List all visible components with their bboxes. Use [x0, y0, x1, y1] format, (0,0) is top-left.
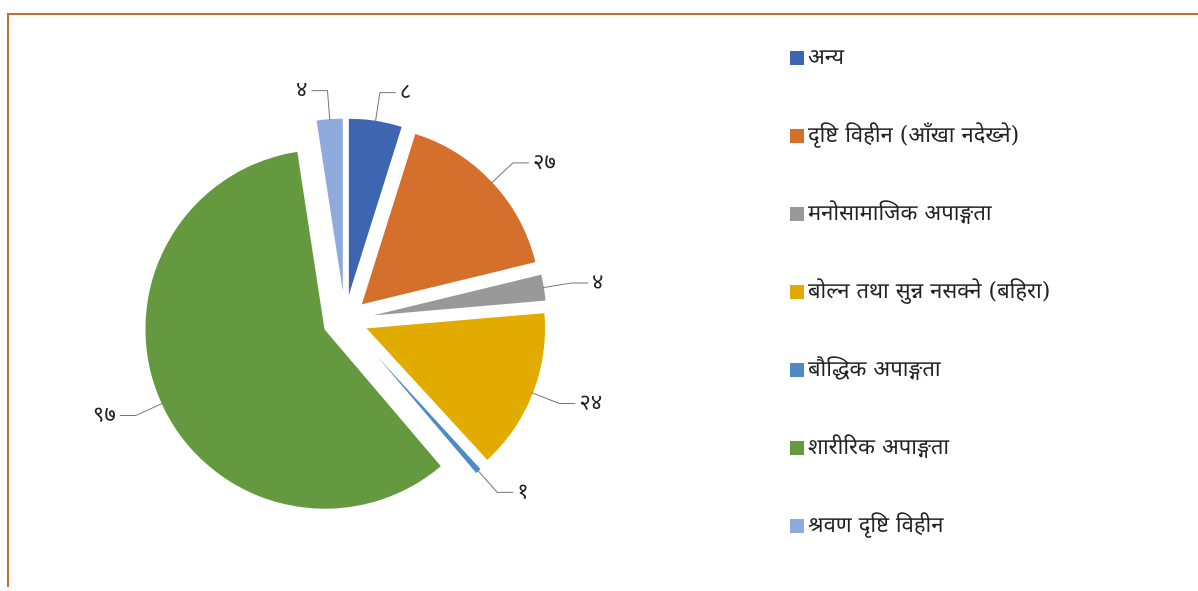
leader-line	[374, 92, 396, 123]
legend-swatch	[790, 285, 804, 299]
legend-swatch	[790, 129, 804, 143]
legend-swatch	[790, 363, 804, 377]
legend-label: अन्य	[808, 45, 845, 70]
data-label: २७	[533, 150, 556, 175]
leader-line	[119, 402, 164, 417]
legend-label: शारीरिक अपाङ्गता	[808, 434, 949, 460]
leader-line	[311, 90, 331, 121]
data-label: २४	[579, 390, 602, 415]
legend-label: मनोसामाजिक अपाङ्गता	[808, 200, 992, 226]
legend-swatch	[790, 207, 804, 221]
legend-label: दृष्टि विहीन (आँखा नदेख्ने)	[808, 122, 1019, 148]
legend-label: बौद्धिक अपाङ्गता	[808, 356, 941, 382]
data-label: १	[517, 479, 528, 504]
legend-swatch	[790, 519, 804, 533]
data-label: ४	[592, 270, 603, 295]
leader-line	[490, 162, 529, 184]
leader-line	[477, 469, 514, 493]
legend-swatch	[790, 441, 804, 455]
pie-slice	[315, 117, 344, 299]
frame	[7, 13, 1198, 591]
leader-line	[542, 282, 588, 289]
legend-swatch	[790, 51, 804, 65]
data-label: ९७	[93, 403, 116, 428]
legend-label: बोल्न तथा सुन्न नसक्ने (बहिरा)	[808, 278, 1050, 304]
leader-line	[531, 392, 576, 404]
data-label: ४	[296, 78, 307, 103]
data-label: ८	[400, 80, 411, 105]
legend-label: श्रवण दृष्टि विहीन	[808, 512, 944, 538]
